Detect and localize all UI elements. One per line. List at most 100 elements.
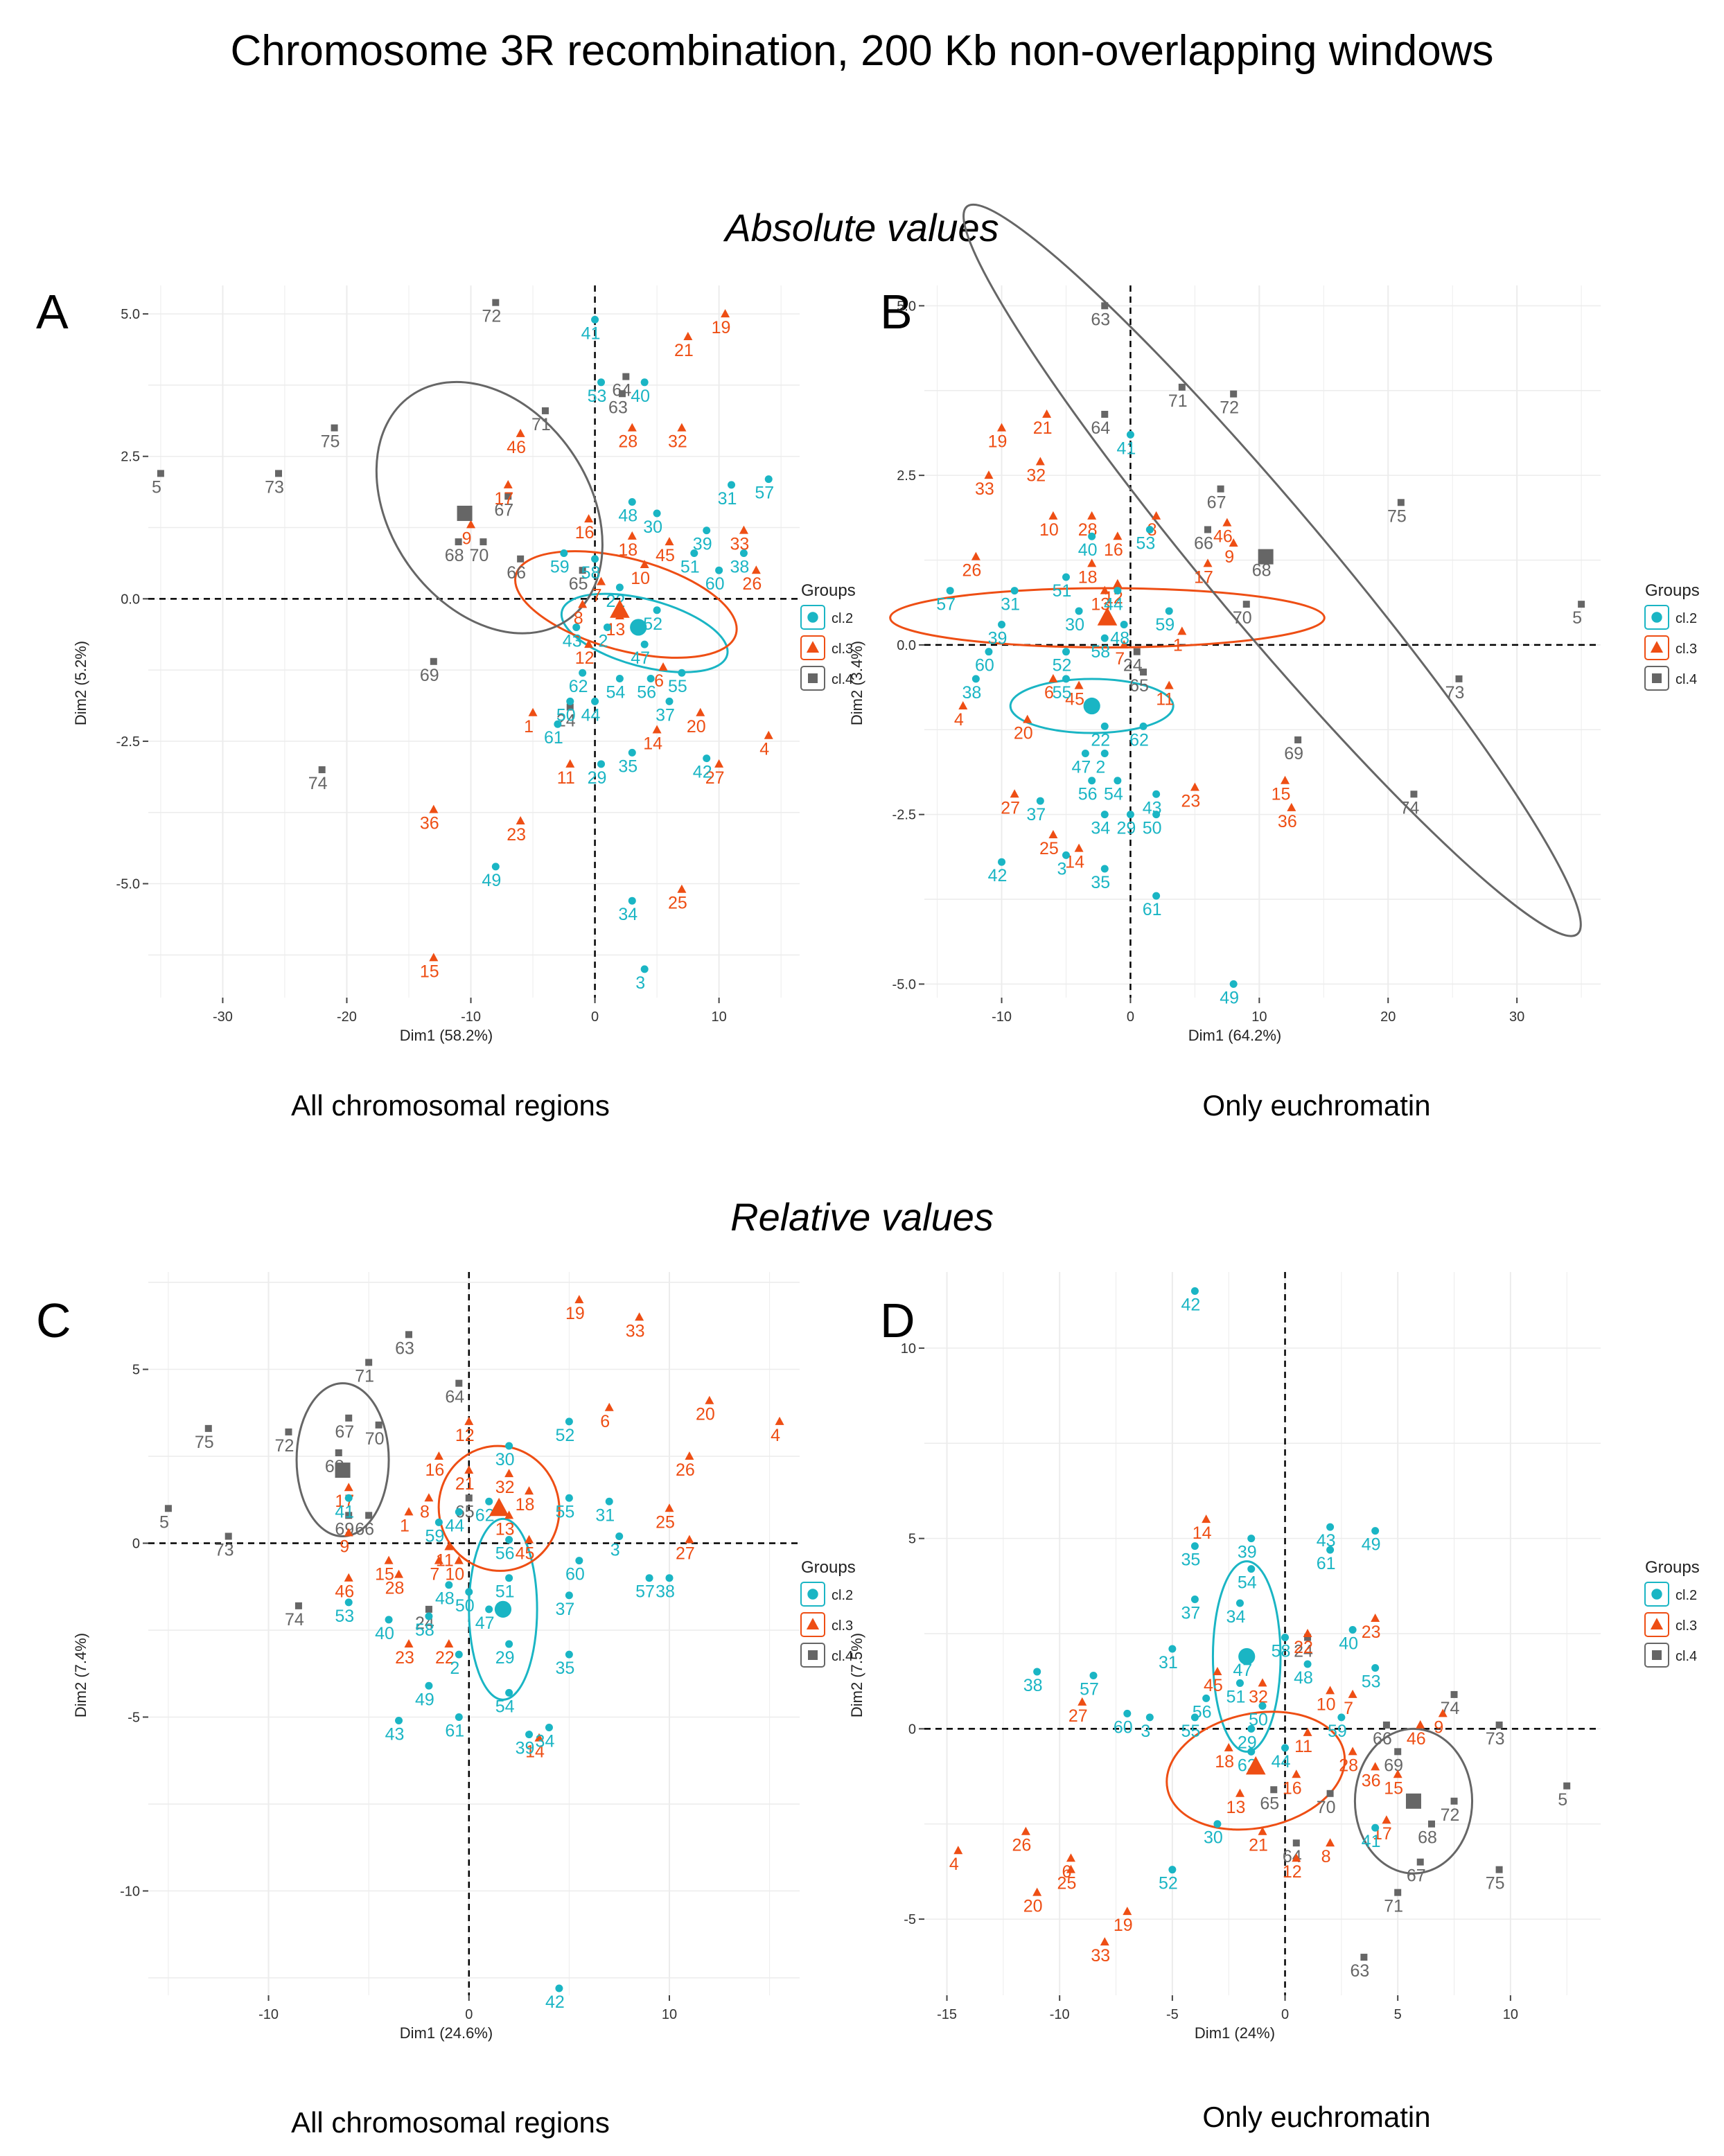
data-point bbox=[1075, 681, 1084, 689]
point-label: 20 bbox=[696, 1405, 715, 1424]
data-point bbox=[635, 1312, 644, 1320]
data-point bbox=[1213, 1820, 1221, 1828]
point-label: 54 bbox=[1238, 1573, 1257, 1593]
data-point bbox=[677, 885, 686, 893]
data-point bbox=[628, 498, 636, 506]
data-point bbox=[1247, 1565, 1255, 1573]
data-point bbox=[464, 1465, 473, 1474]
data-point bbox=[646, 1574, 653, 1582]
point-label: 60 bbox=[565, 1565, 585, 1584]
data-point bbox=[641, 965, 649, 973]
point-label: 3 bbox=[1141, 1722, 1150, 1741]
point-label: 60 bbox=[975, 656, 994, 675]
data-point bbox=[425, 1612, 432, 1620]
point-label: 61 bbox=[1143, 900, 1162, 919]
data-point bbox=[685, 1535, 694, 1543]
point-label: 38 bbox=[962, 683, 981, 703]
point-label: 28 bbox=[385, 1579, 405, 1598]
legend-item-label: cl.3 bbox=[1675, 1618, 1697, 1634]
data-point bbox=[1023, 715, 1032, 723]
data-point bbox=[1303, 1629, 1312, 1637]
y-tick-label: -5 bbox=[127, 1710, 140, 1725]
data-point bbox=[1235, 1789, 1244, 1797]
x-tick-label: -15 bbox=[937, 2007, 957, 2022]
point-label: 21 bbox=[1249, 1836, 1268, 1855]
data-point bbox=[1048, 511, 1057, 520]
data-point bbox=[1281, 1634, 1289, 1641]
point-label: 27 bbox=[1068, 1706, 1088, 1726]
point-label: 34 bbox=[1091, 819, 1110, 838]
point-label: 70 bbox=[1317, 1798, 1336, 1817]
data-point bbox=[1349, 1626, 1357, 1634]
data-point bbox=[1075, 607, 1083, 615]
point-label: 59 bbox=[550, 558, 570, 577]
data-point bbox=[1123, 1710, 1131, 1717]
point-label: 23 bbox=[1181, 791, 1200, 811]
data-point bbox=[1337, 1713, 1345, 1721]
data-point bbox=[1152, 511, 1161, 520]
point-label: 7 bbox=[592, 586, 602, 606]
point-label: 6 bbox=[600, 1412, 610, 1431]
point-label: 14 bbox=[643, 734, 662, 753]
data-point bbox=[616, 583, 624, 591]
point-label: 42 bbox=[693, 763, 712, 782]
legend-marker bbox=[1651, 612, 1662, 622]
point-label: 10 bbox=[1317, 1695, 1336, 1714]
data-point bbox=[606, 1498, 613, 1505]
point-label: 32 bbox=[668, 432, 687, 452]
point-label: 37 bbox=[656, 705, 675, 725]
x-tick-label: -10 bbox=[258, 2007, 279, 2022]
point-label: 7 bbox=[1115, 649, 1125, 669]
data-point bbox=[591, 555, 599, 563]
point-label: 7 bbox=[430, 1565, 439, 1584]
data-point bbox=[1371, 1762, 1380, 1770]
group-centroid bbox=[495, 1601, 511, 1618]
point-label: 16 bbox=[1104, 540, 1123, 560]
data-point bbox=[565, 759, 574, 768]
data-point bbox=[1062, 573, 1070, 581]
point-label: 35 bbox=[618, 757, 637, 776]
x-tick-label: -5 bbox=[1166, 2007, 1179, 2022]
point-label: 56 bbox=[495, 1544, 515, 1563]
data-point bbox=[345, 1415, 352, 1422]
data-point bbox=[1496, 1866, 1503, 1873]
data-point bbox=[455, 538, 462, 545]
data-point bbox=[1152, 811, 1160, 818]
data-point bbox=[591, 698, 599, 705]
y-tick-label: 0 bbox=[132, 1537, 140, 1552]
data-point bbox=[575, 1557, 583, 1564]
panel-d-plot: -15 -10 -5 0 5 10-50510Dim1 (24%)Dim2 (7.5%) 7… bbox=[848, 1272, 1700, 2042]
point-label: 69 bbox=[420, 666, 439, 685]
data-point bbox=[715, 567, 723, 574]
point-label: 41 bbox=[1117, 439, 1136, 458]
group-centroid bbox=[1406, 1794, 1421, 1809]
data-point bbox=[997, 423, 1006, 432]
data-point bbox=[728, 481, 735, 488]
point-label: 37 bbox=[1026, 805, 1046, 824]
data-point bbox=[1348, 1690, 1357, 1698]
point-label: 45 bbox=[516, 1544, 535, 1563]
data-point bbox=[1152, 892, 1160, 900]
point-label: 37 bbox=[1181, 1604, 1200, 1623]
point-label: 22 bbox=[1294, 1638, 1313, 1657]
point-label: 72 bbox=[1220, 398, 1239, 418]
data-point bbox=[703, 527, 710, 534]
point-label: 21 bbox=[455, 1474, 475, 1494]
point-label: 14 bbox=[1193, 1523, 1212, 1543]
point-label: 73 bbox=[1445, 683, 1465, 703]
point-label: 18 bbox=[1078, 567, 1098, 587]
point-label: 30 bbox=[1065, 615, 1084, 635]
data-point bbox=[597, 378, 605, 386]
point-label: 45 bbox=[656, 546, 675, 565]
point-label: 42 bbox=[1181, 1295, 1200, 1314]
point-label: 29 bbox=[495, 1648, 515, 1668]
point-label: 74 bbox=[1400, 798, 1420, 818]
data-point bbox=[659, 662, 668, 671]
data-point bbox=[1247, 1748, 1255, 1756]
data-point bbox=[1191, 1713, 1199, 1721]
data-point bbox=[335, 1449, 342, 1456]
data-point bbox=[1088, 777, 1096, 784]
data-point bbox=[1451, 1798, 1458, 1805]
point-label: 23 bbox=[1362, 1623, 1381, 1642]
data-point bbox=[604, 624, 611, 631]
